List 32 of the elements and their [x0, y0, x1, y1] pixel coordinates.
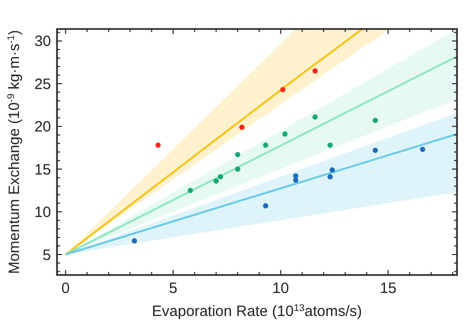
point: [188, 188, 193, 194]
point: [312, 68, 318, 74]
y-tick-label: 30: [34, 33, 51, 50]
point: [327, 142, 333, 148]
y-tick-label: 15: [34, 161, 51, 178]
point: [282, 131, 288, 137]
point: [239, 124, 245, 130]
point: [235, 166, 240, 172]
point: [330, 167, 335, 173]
point: [312, 114, 318, 120]
point: [293, 178, 298, 183]
x-tick-label: 5: [168, 280, 178, 297]
point: [262, 142, 268, 148]
y-tick-label: 5: [42, 246, 51, 264]
point: [235, 152, 240, 158]
point: [262, 203, 268, 208]
point: [218, 174, 224, 180]
x-tick-label: 10: [272, 280, 289, 297]
point: [280, 87, 286, 92]
point: [420, 146, 426, 152]
point: [213, 178, 219, 184]
y-tick-label: 25: [34, 76, 51, 93]
y-tick-label: 20: [34, 118, 51, 136]
point: [372, 148, 378, 153]
x-tick-label: 0: [61, 280, 70, 297]
point: [327, 174, 333, 180]
x-tick-label: 15: [380, 280, 397, 297]
point: [372, 118, 378, 124]
point: [155, 142, 161, 148]
point: [132, 238, 138, 244]
x-axis-title: Evaporation Rate (10$^{13}$atoms/s): [152, 302, 362, 320]
y-tick-label: 10: [34, 204, 51, 222]
